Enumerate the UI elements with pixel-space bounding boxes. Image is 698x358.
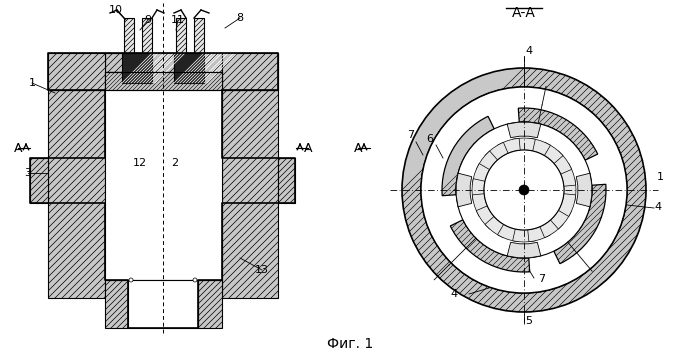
Polygon shape xyxy=(472,179,485,201)
Text: 7: 7 xyxy=(538,274,546,284)
Circle shape xyxy=(519,185,529,195)
Polygon shape xyxy=(563,179,576,201)
Text: 7: 7 xyxy=(408,130,415,140)
Polygon shape xyxy=(198,280,222,328)
Polygon shape xyxy=(498,138,520,156)
Circle shape xyxy=(129,278,133,282)
Polygon shape xyxy=(558,194,576,217)
Wedge shape xyxy=(450,220,530,272)
Text: 2: 2 xyxy=(172,158,179,168)
Polygon shape xyxy=(456,173,472,207)
Bar xyxy=(174,53,204,83)
Text: А: А xyxy=(14,141,22,155)
Polygon shape xyxy=(105,280,128,328)
Polygon shape xyxy=(528,138,551,156)
Text: 4: 4 xyxy=(655,202,662,212)
Text: 5: 5 xyxy=(526,316,533,326)
Wedge shape xyxy=(442,116,494,196)
Circle shape xyxy=(421,87,627,293)
Polygon shape xyxy=(176,18,186,53)
Polygon shape xyxy=(142,18,152,53)
Polygon shape xyxy=(48,53,278,90)
Polygon shape xyxy=(476,206,498,229)
Polygon shape xyxy=(473,194,489,217)
Polygon shape xyxy=(476,151,498,174)
Text: 6: 6 xyxy=(426,134,433,144)
Bar xyxy=(122,53,152,83)
Polygon shape xyxy=(507,242,541,258)
Wedge shape xyxy=(554,184,606,264)
Polygon shape xyxy=(507,122,541,138)
Polygon shape xyxy=(498,224,520,242)
Text: 1: 1 xyxy=(657,172,664,182)
Text: Фиг. 1: Фиг. 1 xyxy=(327,337,373,351)
Polygon shape xyxy=(473,164,489,186)
Polygon shape xyxy=(558,164,576,186)
Polygon shape xyxy=(512,229,535,242)
Wedge shape xyxy=(402,68,646,312)
Polygon shape xyxy=(278,158,295,203)
Bar xyxy=(128,280,198,328)
Circle shape xyxy=(484,150,564,230)
Polygon shape xyxy=(152,53,174,90)
Polygon shape xyxy=(222,90,278,298)
Polygon shape xyxy=(124,18,134,53)
Polygon shape xyxy=(540,217,563,238)
Text: 11: 11 xyxy=(171,15,185,25)
Polygon shape xyxy=(512,138,535,151)
Polygon shape xyxy=(551,151,572,174)
Polygon shape xyxy=(48,53,105,90)
Text: А: А xyxy=(304,141,312,155)
Polygon shape xyxy=(48,90,105,298)
Wedge shape xyxy=(519,108,597,160)
Text: 12: 12 xyxy=(133,158,147,168)
Polygon shape xyxy=(540,142,563,164)
Text: 4: 4 xyxy=(450,289,458,299)
Polygon shape xyxy=(485,217,508,238)
Polygon shape xyxy=(528,224,551,242)
Text: 4: 4 xyxy=(526,46,533,56)
Polygon shape xyxy=(222,53,278,90)
Text: А-А: А-А xyxy=(512,6,536,20)
Circle shape xyxy=(193,278,197,282)
Bar xyxy=(105,72,222,280)
Circle shape xyxy=(456,122,592,258)
Text: 13: 13 xyxy=(255,265,269,275)
Text: А: А xyxy=(354,141,362,155)
Polygon shape xyxy=(551,206,572,229)
Text: 1: 1 xyxy=(29,78,36,88)
Text: 9: 9 xyxy=(144,15,151,25)
Polygon shape xyxy=(194,18,204,53)
Text: 10: 10 xyxy=(109,5,123,15)
Polygon shape xyxy=(485,142,508,164)
Text: 3: 3 xyxy=(24,168,31,178)
Polygon shape xyxy=(30,158,48,203)
Polygon shape xyxy=(577,173,592,207)
Text: 8: 8 xyxy=(237,13,244,23)
Polygon shape xyxy=(105,72,222,90)
